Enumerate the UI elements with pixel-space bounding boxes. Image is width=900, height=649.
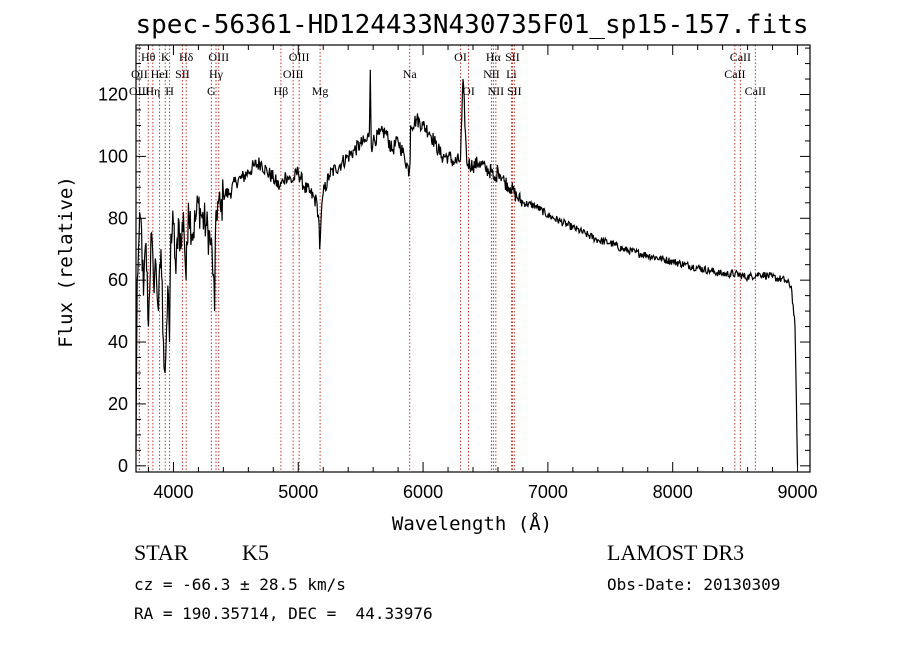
spectral-line-label: NII bbox=[483, 67, 500, 81]
spectral-line-label: Hα bbox=[486, 50, 502, 64]
x-tick-label: 8000 bbox=[653, 482, 693, 502]
object-class: STAR bbox=[134, 540, 189, 565]
spectral-line-label: SII bbox=[505, 50, 520, 64]
coordinates-text: RA = 190.35714, DEC = 44.33976 bbox=[134, 604, 433, 623]
plot-frame bbox=[135, 44, 811, 473]
spectral-line-label: CaII bbox=[730, 50, 751, 64]
y-axis-label: Flux (relative) bbox=[55, 176, 77, 348]
spectral-line-label: OIII bbox=[283, 67, 304, 81]
spectral-line-markers bbox=[138, 45, 756, 472]
y-tick-label: 20 bbox=[108, 394, 128, 414]
y-tick-label: 100 bbox=[98, 146, 128, 166]
spectral-line-label: OII bbox=[131, 67, 148, 81]
y-tick-label: 0 bbox=[118, 456, 128, 476]
spectral-line-label: K bbox=[161, 50, 170, 64]
y-tick-label: 120 bbox=[98, 85, 128, 105]
spectral-line-label: Hγ bbox=[209, 67, 224, 81]
survey-name: LAMOST DR3 bbox=[607, 540, 745, 565]
spectral-line-label: Na bbox=[403, 67, 418, 81]
flux-series-line bbox=[135, 69, 799, 466]
y-tick-label: 40 bbox=[108, 332, 128, 352]
x-axis-ticks: 4000 5000 6000 7000 8000 9000 bbox=[147, 45, 818, 502]
spectral-line-label: Hη bbox=[145, 84, 160, 98]
spectral-line-label: OI bbox=[454, 50, 467, 64]
spectral-line-label: SII bbox=[507, 84, 522, 98]
y-tick-label: 60 bbox=[108, 270, 128, 290]
spectral-line-label: Hθ bbox=[141, 50, 156, 64]
x-tick-label: 4000 bbox=[153, 482, 193, 502]
spectral-line-label: Hβ bbox=[274, 84, 289, 98]
spectral-line-label: SII bbox=[175, 67, 190, 81]
obs-date-text: Obs-Date: 20130309 bbox=[607, 575, 781, 594]
spectral-line-label: Hδ bbox=[179, 50, 194, 64]
spectral-line-label: G bbox=[207, 84, 216, 98]
object-subclass: K5 bbox=[242, 540, 269, 565]
spectral-line-label: OIII bbox=[208, 50, 229, 64]
x-tick-label: 6000 bbox=[403, 482, 443, 502]
spectral-line-label: Mg bbox=[312, 84, 329, 98]
redshift-text: cz = -66.3 ± 28.5 km/s bbox=[134, 575, 346, 594]
spectral-line-label: H bbox=[165, 84, 174, 98]
x-tick-label: 7000 bbox=[528, 482, 568, 502]
spectral-line-label: OI bbox=[462, 84, 475, 98]
spectral-line-label: HeI bbox=[151, 67, 169, 81]
chart-title: spec-56361-HD124433N430735F01_sp15-157.f… bbox=[135, 10, 808, 40]
y-tick-label: 80 bbox=[108, 208, 128, 228]
x-tick-label: 5000 bbox=[278, 482, 318, 502]
spectral-line-label: NII bbox=[488, 84, 505, 98]
spectral-line-label: CaII bbox=[745, 84, 766, 98]
spectral-line-label: CaII bbox=[724, 67, 745, 81]
spectral-line-label: Li bbox=[506, 67, 517, 81]
x-tick-label: 9000 bbox=[777, 482, 817, 502]
x-axis-label: Wavelength (Å) bbox=[392, 512, 552, 535]
spectral-line-label: OIII bbox=[289, 50, 310, 64]
y-axis-ticks: 0 20 40 60 80 100 120 bbox=[98, 47, 810, 476]
